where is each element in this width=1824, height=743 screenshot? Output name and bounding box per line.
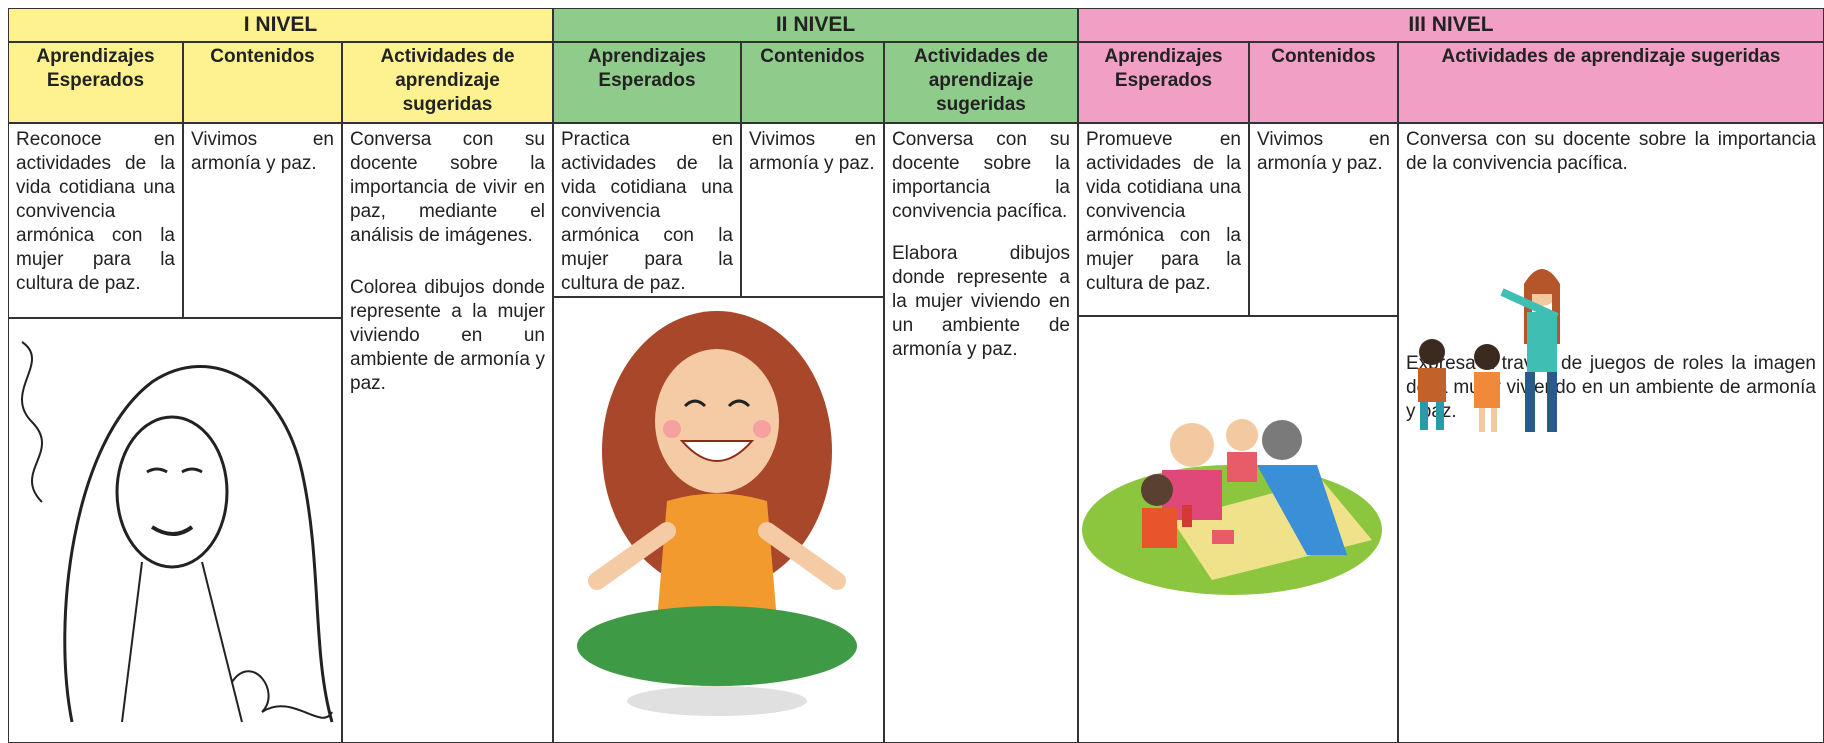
column-header: Contenidos <box>1249 42 1398 123</box>
actividades-cell: Conversa con su docente sobre la importa… <box>342 123 553 743</box>
activity-paragraph: Conversa con su docente sobre la importa… <box>350 129 545 246</box>
activity-paragraph: Expresa a través de juegos de roles la i… <box>1406 353 1816 422</box>
aprendizajes-cell: Practica en actividades de la vida cotid… <box>553 123 741 297</box>
contenidos-cell: Vivimos en armonía y paz. <box>741 123 884 297</box>
contenidos-cell: Vivimos en armonía y paz. <box>1249 123 1398 316</box>
illustration-teacher-children <box>1418 269 1560 432</box>
level-title: I NIVEL <box>8 8 553 42</box>
column-header: Contenidos <box>741 42 884 123</box>
illustration-woman <box>21 341 334 723</box>
contenidos-cell: Vivimos en armonía y paz. <box>183 123 342 318</box>
column-header: Aprendizajes Esperados <box>553 42 741 123</box>
column-header: Actividades de aprendizaje sugeridas <box>342 42 553 123</box>
level-title: II NIVEL <box>553 8 1078 42</box>
aprendizajes-cell: Promueve en actividades de la vida cotid… <box>1078 123 1249 316</box>
activity-paragraph: Elabora dibujos donde represente a la mu… <box>892 243 1070 360</box>
illustration-family-picnic <box>1082 419 1382 595</box>
level-title: III NIVEL <box>1078 8 1824 42</box>
activity-paragraph: Conversa con su docente sobre la importa… <box>1406 129 1816 174</box>
column-header: Actividades de aprendizaje sugeridas <box>884 42 1078 123</box>
actividades-cell: Conversa con su docente sobre la importa… <box>884 123 1078 743</box>
column-header: Aprendizajes Esperados <box>1078 42 1249 123</box>
column-header: Contenidos <box>183 42 342 123</box>
column-header: Aprendizajes Esperados <box>8 42 183 123</box>
activity-paragraph: Conversa con su docente sobre la importa… <box>892 129 1070 222</box>
activity-paragraph: Colorea dibujos donde represente a la mu… <box>350 277 545 394</box>
illustration-meditating-girl <box>577 311 857 716</box>
aprendizajes-cell: Reconoce en actividades de la vida cotid… <box>8 123 183 318</box>
column-header: Actividades de aprendizaje sugeridas <box>1398 42 1824 123</box>
